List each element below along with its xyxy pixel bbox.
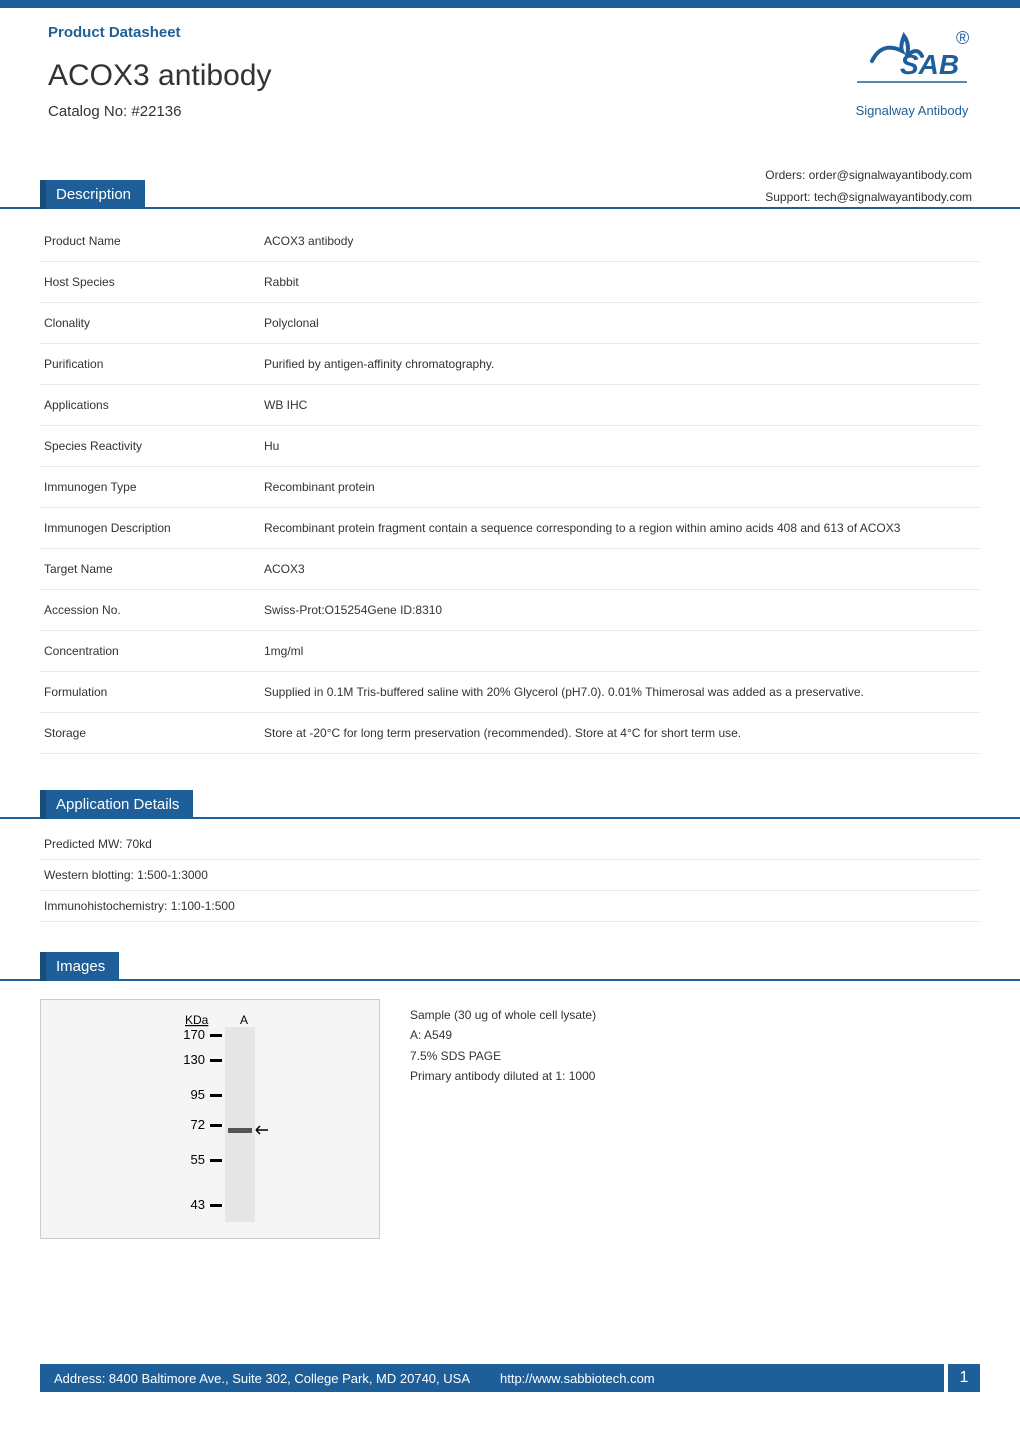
application-details-heading: Application Details bbox=[40, 790, 193, 819]
description-heading: Description bbox=[40, 180, 145, 209]
table-row: ApplicationsWB IHC bbox=[40, 385, 980, 426]
svg-text:95: 95 bbox=[191, 1087, 205, 1102]
svg-text:A: A bbox=[240, 1013, 248, 1027]
svg-text:130: 130 bbox=[183, 1052, 205, 1067]
svg-text:43: 43 bbox=[191, 1197, 205, 1212]
property-value: Hu bbox=[260, 426, 980, 467]
property-value: WB IHC bbox=[260, 385, 980, 426]
sab-logo-icon: SAB ® bbox=[852, 26, 972, 96]
svg-text:170: 170 bbox=[183, 1027, 205, 1042]
table-row: Product NameACOX3 antibody bbox=[40, 221, 980, 262]
caption-line: Primary antibody diluted at 1: 1000 bbox=[410, 1066, 596, 1086]
company-logo: SAB ® Signalway Antibody bbox=[852, 26, 972, 118]
caption-line: A: A549 bbox=[410, 1025, 596, 1045]
property-value: 1mg/ml bbox=[260, 631, 980, 672]
description-section: Description Product NameACOX3 antibodyHo… bbox=[0, 180, 1020, 754]
property-label: Product Name bbox=[40, 221, 260, 262]
property-value: Recombinant protein bbox=[260, 467, 980, 508]
logo-subtext: Signalway Antibody bbox=[852, 103, 972, 118]
table-row: ClonalityPolyclonal bbox=[40, 303, 980, 344]
contact-info: Orders: order@signalwayantibody.com Supp… bbox=[765, 165, 972, 208]
table-row: FormulationSupplied in 0.1M Tris-buffere… bbox=[40, 672, 980, 713]
header-section: Product Datasheet ACOX3 antibody Catalog… bbox=[0, 8, 1020, 120]
svg-text:55: 55 bbox=[191, 1152, 205, 1167]
property-label: Applications bbox=[40, 385, 260, 426]
application-detail: Western blotting: 1:500-1:3000 bbox=[40, 860, 980, 891]
property-label: Target Name bbox=[40, 549, 260, 590]
svg-text:SAB: SAB bbox=[900, 49, 959, 80]
images-content: KDa A 170 130 95 72 55 43 Sample (30 ug of whol… bbox=[40, 999, 980, 1239]
image-caption: Sample (30 ug of whole cell lysate)A: A5… bbox=[410, 999, 596, 1239]
table-row: Immunogen TypeRecombinant protein bbox=[40, 467, 980, 508]
table-row: Species ReactivityHu bbox=[40, 426, 980, 467]
property-label: Immunogen Type bbox=[40, 467, 260, 508]
table-row: Predicted MW: 70kd bbox=[40, 829, 980, 860]
table-row: StorageStore at -20°C for long term pres… bbox=[40, 713, 980, 754]
caption-line: 7.5% SDS PAGE bbox=[410, 1046, 596, 1066]
table-row: Concentration1mg/ml bbox=[40, 631, 980, 672]
property-label: Clonality bbox=[40, 303, 260, 344]
property-value: ACOX3 bbox=[260, 549, 980, 590]
svg-text:KDa: KDa bbox=[185, 1013, 209, 1027]
blot-svg: KDa A 170 130 95 72 55 43 bbox=[150, 1009, 270, 1229]
property-label: Storage bbox=[40, 713, 260, 754]
page-number-block: 1 bbox=[936, 1364, 980, 1392]
property-label: Immunogen Description bbox=[40, 508, 260, 549]
caption-line: Sample (30 ug of whole cell lysate) bbox=[410, 1005, 596, 1025]
property-value: ACOX3 antibody bbox=[260, 221, 980, 262]
footer-address: Address: 8400 Baltimore Ave., Suite 302,… bbox=[54, 1371, 470, 1386]
support-email: Support: tech@signalwayantibody.com bbox=[765, 187, 972, 209]
datasheet-label: Product Datasheet bbox=[48, 24, 972, 41]
application-details-table: Predicted MW: 70kdWestern blotting: 1:50… bbox=[40, 829, 980, 922]
property-value: Polyclonal bbox=[260, 303, 980, 344]
property-label: Formulation bbox=[40, 672, 260, 713]
property-value: Store at -20°C for long term preservatio… bbox=[260, 713, 980, 754]
property-value: Swiss-Prot:O15254Gene ID:8310 bbox=[260, 590, 980, 631]
application-details-section: Application Details Predicted MW: 70kdWe… bbox=[0, 790, 1020, 922]
property-label: Purification bbox=[40, 344, 260, 385]
svg-text:®: ® bbox=[956, 28, 969, 48]
property-label: Host Species bbox=[40, 262, 260, 303]
page-number: 1 bbox=[944, 1364, 980, 1392]
footer-url: http://www.sabbiotech.com bbox=[500, 1371, 655, 1386]
description-table: Product NameACOX3 antibodyHost SpeciesRa… bbox=[40, 221, 980, 754]
western-blot-image: KDa A 170 130 95 72 55 43 bbox=[40, 999, 380, 1239]
application-detail: Immunohistochemistry: 1:100-1:500 bbox=[40, 891, 980, 922]
top-accent-bar bbox=[0, 0, 1020, 8]
table-row: PurificationPurified by antigen-affinity… bbox=[40, 344, 980, 385]
property-value: Recombinant protein fragment contain a s… bbox=[260, 508, 980, 549]
orders-email: Orders: order@signalwayantibody.com bbox=[765, 165, 972, 187]
table-row: Accession No.Swiss-Prot:O15254Gene ID:83… bbox=[40, 590, 980, 631]
property-label: Accession No. bbox=[40, 590, 260, 631]
product-title: ACOX3 antibody bbox=[48, 59, 972, 93]
section-divider bbox=[0, 979, 1020, 981]
property-value: Purified by antigen-affinity chromatogra… bbox=[260, 344, 980, 385]
table-row: Target NameACOX3 bbox=[40, 549, 980, 590]
svg-text:72: 72 bbox=[191, 1117, 205, 1132]
table-row: Immunogen DescriptionRecombinant protein… bbox=[40, 508, 980, 549]
catalog-number: Catalog No: #22136 bbox=[48, 103, 972, 120]
property-label: Species Reactivity bbox=[40, 426, 260, 467]
table-row: Immunohistochemistry: 1:100-1:500 bbox=[40, 891, 980, 922]
property-value: Rabbit bbox=[260, 262, 980, 303]
images-heading: Images bbox=[40, 952, 119, 981]
property-value: Supplied in 0.1M Tris-buffered saline wi… bbox=[260, 672, 980, 713]
images-section: Images KDa A 170 130 95 72 55 43 Sample (30 ug … bbox=[0, 952, 1020, 1239]
table-row: Host SpeciesRabbit bbox=[40, 262, 980, 303]
table-row: Western blotting: 1:500-1:3000 bbox=[40, 860, 980, 891]
application-detail: Predicted MW: 70kd bbox=[40, 829, 980, 860]
property-label: Concentration bbox=[40, 631, 260, 672]
footer-bar: Address: 8400 Baltimore Ave., Suite 302,… bbox=[40, 1364, 980, 1392]
